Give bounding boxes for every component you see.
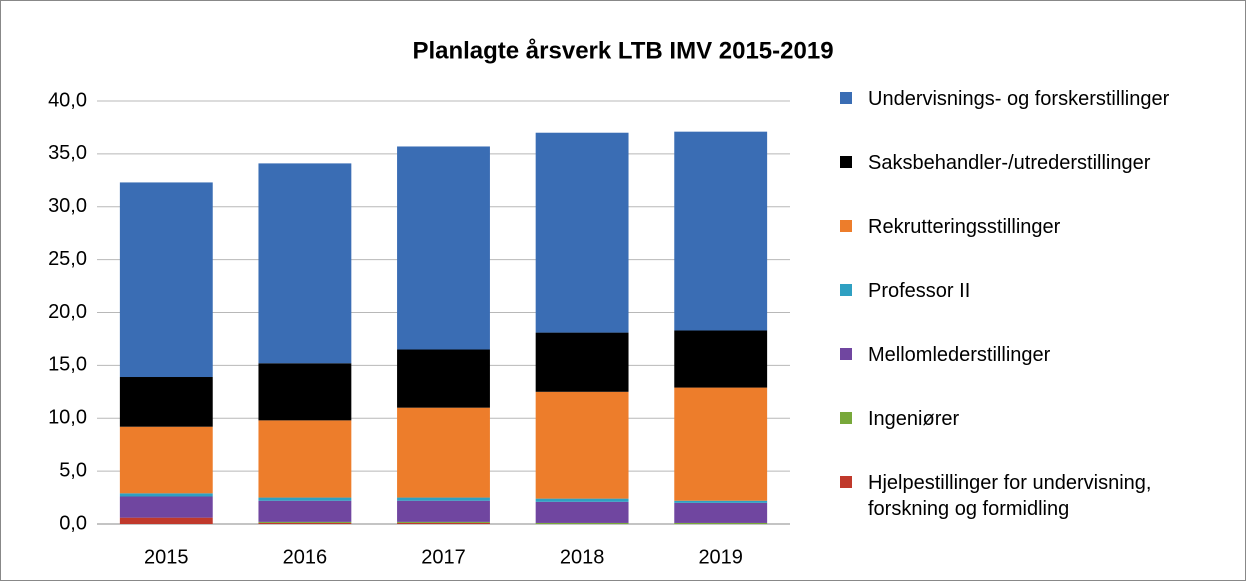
bar-segment [674,500,768,503]
legend-swatch [840,476,852,488]
bar-segment [258,163,352,364]
x-tick-label: 2017 [421,546,466,568]
bar-segment [674,131,768,331]
x-tick-label: 2016 [283,546,328,568]
legend-item: Undervisnings- og forskerstillinger [840,84,1240,148]
bar-segment [535,132,629,333]
legend-label: Ingeniører [868,408,960,430]
bar-segment [119,377,213,427]
y-tick-label: 5,0 [59,459,87,481]
legend-item: Hjelpestillinger for undervisning, forsk… [840,468,1240,532]
bar-segment [258,497,352,501]
legend-label: Saksbehandler-/utrederstillinger [868,152,1151,174]
bar-segment [535,522,629,524]
legend-item: Rekrutteringsstillinger [840,212,1240,276]
x-tick-label: 2015 [144,546,189,568]
bar-segment [397,497,490,501]
bar-segment [119,426,213,494]
legend-swatch [840,156,852,168]
bar-segment [397,349,490,408]
y-tick-label: 10,0 [48,407,87,429]
bar-segment [119,182,213,378]
legend-label: Rekrutteringsstillinger [868,216,1061,238]
y-tick-label: 0,0 [59,512,87,534]
legend-swatch [840,92,852,104]
legend-item: Mellomlederstillinger [840,340,1240,404]
bar-segment [258,500,352,522]
bar-segment [674,387,768,501]
bar-segment [535,391,629,499]
bar-segment [674,330,768,388]
y-tick-label: 15,0 [48,354,87,376]
legend-swatch [840,348,852,360]
y-tick-label: 30,0 [48,195,87,217]
x-tick-label: 2019 [698,546,743,568]
bar-segment [397,522,490,524]
legend-label: Hjelpestillinger for undervisning, forsk… [868,472,1152,520]
bar-segment [674,522,768,524]
bar-segment [258,420,352,498]
bar-segment [535,501,629,523]
bar-segment [258,521,352,523]
y-tick-label: 40,0 [48,89,87,111]
y-tick-label: 20,0 [48,301,87,323]
legend-item: Ingeniører [840,404,1240,468]
legend-item: Professor II [840,276,1240,340]
bar-segment [397,407,490,498]
legend-swatch [840,220,852,232]
bar-segment [397,146,490,350]
legend-label: Professor II [868,280,971,302]
bar-segment [535,332,629,392]
bar-segment [119,517,213,524]
legend-item: Saksbehandler-/utrederstillinger [840,148,1240,212]
bar-segment [258,363,352,421]
bar-segment [258,522,352,524]
y-tick-label: 35,0 [48,142,87,164]
legend: Undervisnings- og forskerstillinger Saksb… [840,84,1240,532]
legend-label: Undervisnings- og forskerstillinger [868,88,1170,110]
bar-segment [535,498,629,502]
y-tick-label: 25,0 [48,248,87,270]
legend-swatch [840,284,852,296]
bar-segment [119,493,213,497]
bar-segment [119,496,213,518]
legend-swatch [840,412,852,424]
bar-segment [397,500,490,522]
chart-title: Planlagte årsverk LTB IMV 2015-2019 [412,37,833,64]
bar-segment [397,521,490,523]
x-tick-label: 2018 [560,546,605,568]
legend-label: Mellomlederstillinger [868,344,1051,366]
bar-segment [674,502,768,523]
